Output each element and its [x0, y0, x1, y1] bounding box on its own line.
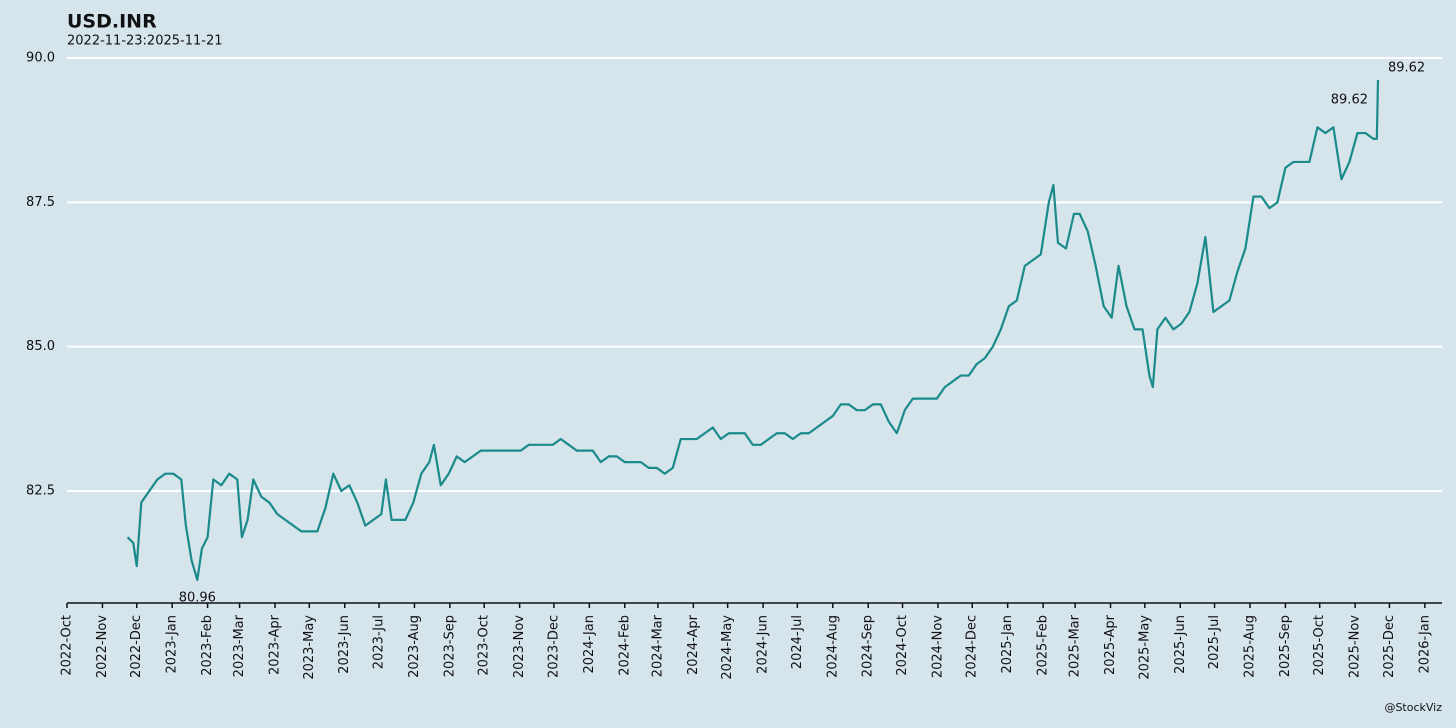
x-tick-label: 2026-Jan: [1417, 615, 1432, 674]
annotation: 89.62: [1331, 92, 1368, 107]
x-tick-label: 2023-Jan: [165, 615, 180, 674]
x-tick-label: 2023-Jul: [372, 615, 387, 669]
x-tick-label: 2023-Oct: [477, 615, 492, 676]
chart-subtitle: 2022-11-23:2025-11-21: [67, 34, 222, 49]
x-tick-label: 2025-Jan: [1000, 615, 1015, 674]
annotation: 80.96: [179, 590, 216, 605]
x-tick-label: 2025-Sep: [1278, 615, 1293, 677]
x-tick-label: 2024-Dec: [965, 615, 980, 678]
x-tick-label: 2024-Jan: [582, 615, 597, 674]
x-tick-label: 2025-Mar: [1068, 614, 1083, 677]
x-tick-label: 2024-Apr: [686, 614, 701, 675]
x-tick-label: 2023-Apr: [268, 614, 283, 675]
y-tick-label: 90.0: [26, 51, 55, 66]
chart-title: USD.INR: [67, 11, 157, 33]
x-tick-label: 2023-Dec: [546, 615, 561, 678]
price-line: [126, 79, 1380, 582]
x-tick-label: 2025-Jul: [1207, 615, 1222, 669]
x-tick-label: 2025-Aug: [1242, 615, 1257, 678]
x-tick-label: 2023-Feb: [200, 615, 215, 676]
x-tick-label: 2022-Oct: [60, 615, 75, 676]
annotation: 89.62: [1388, 60, 1425, 75]
x-tick-label: 2024-Oct: [895, 615, 910, 676]
x-tick-label: 2024-Sep: [861, 615, 876, 677]
x-tick-label: 2024-Aug: [825, 615, 840, 678]
x-tick-label: 2025-Oct: [1312, 615, 1327, 676]
x-tick-label: 2024-Nov: [930, 615, 945, 678]
x-tick-label: 2023-Sep: [442, 615, 457, 677]
x-tick-label: 2024-Mar: [650, 614, 665, 677]
x-tick-label: 2022-Dec: [129, 615, 144, 678]
x-tick-label: 2025-Nov: [1348, 615, 1363, 678]
y-tick-label: 87.5: [26, 195, 55, 210]
x-tick-label: 2024-Jul: [790, 615, 805, 669]
x-tick-label: 2023-Mar: [232, 614, 247, 677]
x-tick-label: 2025-Jun: [1173, 615, 1188, 674]
x-tick-label: 2023-Aug: [407, 615, 422, 678]
x-tick-label: 2023-Jun: [337, 615, 352, 674]
x-tick-label: 2025-Dec: [1382, 615, 1397, 678]
credit: @StockViz: [1384, 701, 1442, 714]
x-tick-label: 2022-Nov: [95, 615, 110, 678]
x-tick-label: 2025-Apr: [1103, 614, 1118, 675]
x-tick-label: 2024-Feb: [617, 615, 632, 676]
y-tick-label: 85.0: [26, 339, 55, 354]
x-tick-label: 2023-Nov: [512, 615, 527, 678]
x-tick-label: 2023-May: [302, 615, 317, 680]
y-tick-label: 82.5: [26, 484, 55, 499]
x-tick-label: 2024-Jun: [756, 615, 771, 674]
x-tick-label: 2025-May: [1137, 615, 1152, 680]
x-tick-label: 2025-Feb: [1036, 615, 1051, 676]
x-tick-label: 2024-May: [720, 615, 735, 680]
